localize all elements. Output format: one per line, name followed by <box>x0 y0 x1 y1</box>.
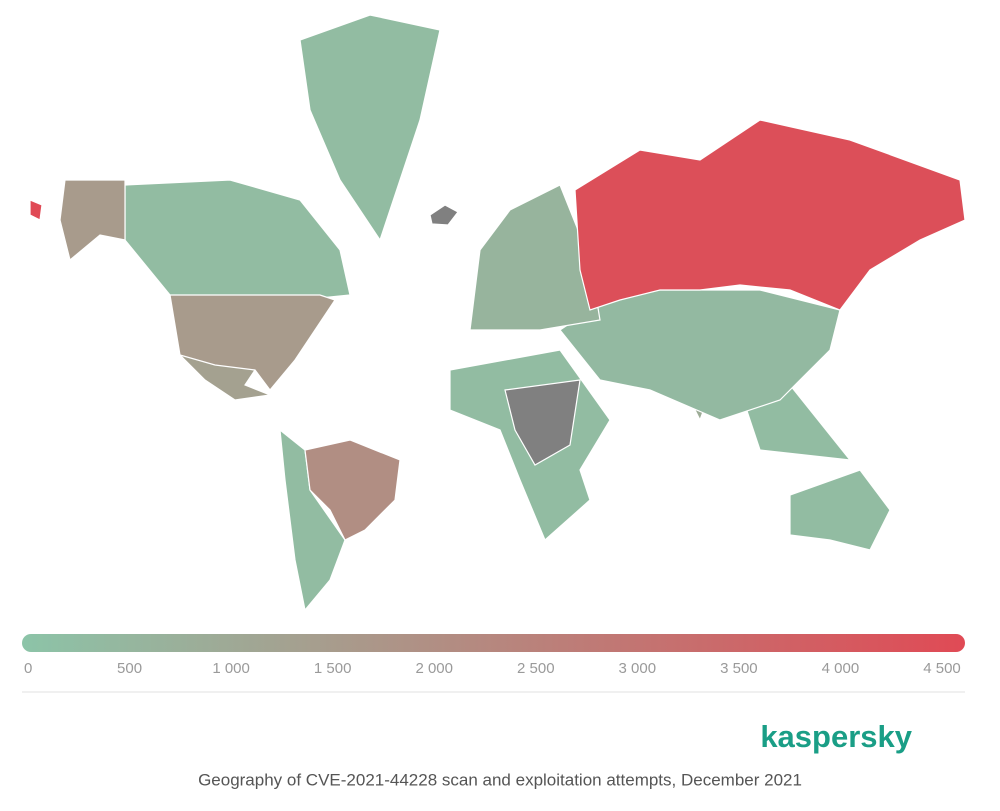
region <box>789 469 891 551</box>
region <box>124 179 351 301</box>
legend-tick-label: 4 000 <box>822 660 860 677</box>
legend-tick-label: 3 500 <box>720 660 758 677</box>
legend-tick-label: 1 000 <box>212 660 250 677</box>
region <box>169 294 336 391</box>
region <box>29 199 43 221</box>
legend-bar <box>22 634 965 652</box>
legend-tick-label: 1 500 <box>314 660 352 677</box>
brand: kaspersky <box>760 719 912 754</box>
region <box>59 179 126 262</box>
legend-tick-label: 3 000 <box>619 660 657 677</box>
no-data-region <box>504 379 581 466</box>
legend-tick-label: 0 <box>24 660 32 677</box>
region <box>574 119 966 311</box>
region <box>304 439 401 541</box>
region <box>299 14 441 242</box>
no-data-region <box>429 204 459 226</box>
map <box>29 14 966 612</box>
caption: Geography of CVE-2021-44228 scan and exp… <box>198 770 802 789</box>
legend-tick-label: 500 <box>117 660 142 677</box>
legend-tick-label: 4 500 <box>923 660 961 677</box>
legend-tick-label: 2 000 <box>415 660 453 677</box>
legend-tick-label: 2 500 <box>517 660 555 677</box>
